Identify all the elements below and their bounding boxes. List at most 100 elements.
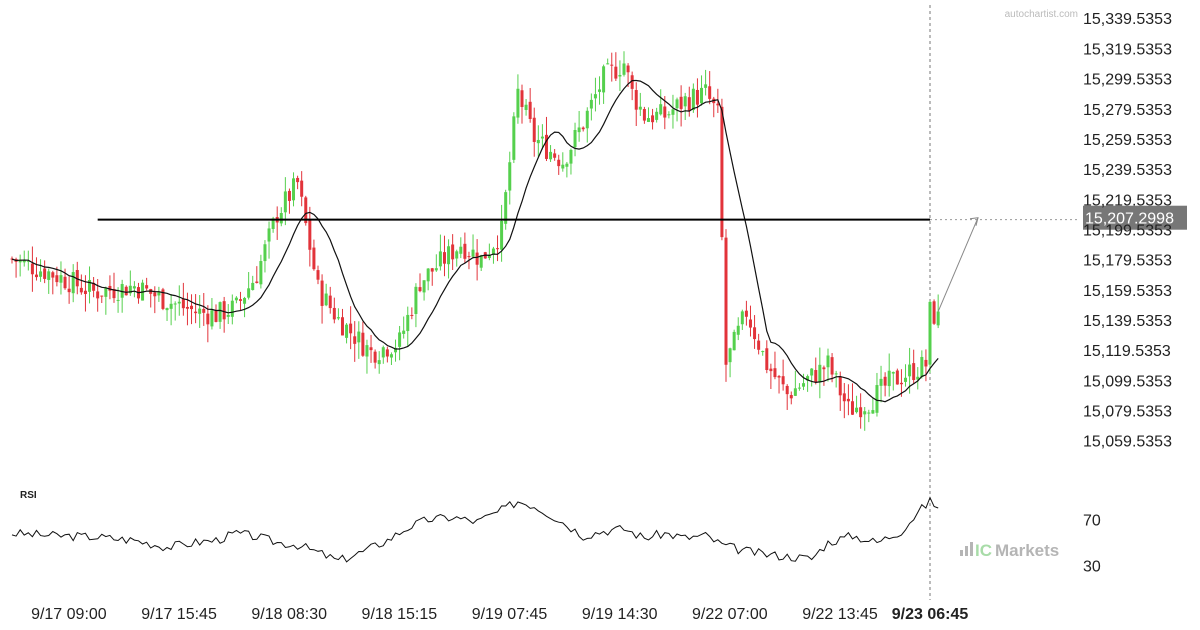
y-tick-label: 15,219.5353 xyxy=(1083,192,1172,209)
candle-body xyxy=(622,63,626,75)
candle-body xyxy=(871,410,875,414)
candle-body xyxy=(226,314,230,317)
candle-body xyxy=(132,286,136,289)
candle-body xyxy=(304,197,308,224)
candle-body xyxy=(312,247,316,270)
candle-body xyxy=(120,283,124,298)
candle-body xyxy=(912,363,916,381)
candle-body xyxy=(67,288,71,293)
candle-body xyxy=(422,280,426,293)
x-axis: 9/17 09:00 9/17 15:45 9/18 08:30 9/18 15:15… xyxy=(31,606,968,623)
rsi-panel: 70 30 xyxy=(11,496,1101,576)
candle-body xyxy=(683,96,687,107)
candle-body xyxy=(51,272,55,278)
candle-body xyxy=(357,331,361,343)
candle-body xyxy=(234,297,238,301)
candle-body xyxy=(267,228,271,242)
candle-body xyxy=(394,347,398,353)
candle-body xyxy=(806,376,810,381)
candle-body xyxy=(161,289,165,309)
candle-body xyxy=(830,357,834,375)
y-tick-label: 15,119.5353 xyxy=(1083,343,1171,360)
candle-body xyxy=(928,301,932,365)
candle-body xyxy=(500,220,504,250)
candle-body xyxy=(606,63,610,65)
candle-body xyxy=(353,336,357,344)
candle-body xyxy=(826,355,830,368)
candle-body xyxy=(369,347,373,351)
candle-body xyxy=(561,164,565,169)
candle-body xyxy=(467,256,471,258)
candle-body xyxy=(426,268,430,282)
candle-body xyxy=(430,268,434,272)
candle-body xyxy=(124,286,128,296)
candle-body xyxy=(438,251,442,267)
candle-body xyxy=(300,180,304,197)
candle-body xyxy=(251,282,255,290)
candle-body xyxy=(479,255,483,268)
candle-body xyxy=(83,290,87,295)
candle-body xyxy=(34,274,38,278)
candle-body xyxy=(263,244,267,262)
candle-body xyxy=(740,311,744,325)
x-tick-label: 9/23 06:45 xyxy=(892,606,969,623)
x-tick-label: 9/18 15:15 xyxy=(362,606,438,623)
rsi-tick-label: 70 xyxy=(1083,513,1101,530)
candle-body xyxy=(30,263,34,275)
candle-body xyxy=(255,281,259,283)
candle-body xyxy=(891,372,895,374)
candle-body xyxy=(691,88,695,111)
candle-body xyxy=(765,348,769,370)
brand-bar-icon xyxy=(965,546,968,556)
candle-body xyxy=(879,378,883,386)
candle-body xyxy=(700,87,704,104)
candle-body xyxy=(769,368,773,372)
candle-body xyxy=(520,90,524,107)
candle-body xyxy=(842,393,846,402)
candle-body xyxy=(781,376,785,385)
candle-body xyxy=(320,280,324,306)
candle-body xyxy=(867,412,871,414)
candle-body xyxy=(75,270,79,287)
candle-body xyxy=(59,275,63,283)
candle-body xyxy=(720,106,724,238)
candle-body xyxy=(687,97,691,111)
candle-body xyxy=(753,327,757,340)
candle-body xyxy=(834,373,838,375)
candle-body xyxy=(487,254,491,259)
candles xyxy=(10,51,940,431)
candle-body xyxy=(198,308,202,314)
candle-body xyxy=(736,325,740,335)
candle-body xyxy=(47,271,51,280)
candle-body xyxy=(100,295,104,297)
candle-body xyxy=(116,299,120,301)
candle-body xyxy=(214,310,218,322)
candle-body xyxy=(328,295,332,309)
candle-body xyxy=(646,118,650,122)
candle-body xyxy=(916,376,920,380)
candle-body xyxy=(863,411,867,415)
x-tick-label: 9/22 13:45 xyxy=(802,606,878,623)
candle-body xyxy=(79,287,83,293)
candle-body xyxy=(512,116,516,160)
candle-body xyxy=(206,313,210,325)
candle-body xyxy=(565,163,569,167)
candle-body xyxy=(748,319,752,328)
candle-body xyxy=(442,252,446,264)
candle-body xyxy=(920,356,924,378)
target-price-label: 15,207.2998 xyxy=(1085,211,1174,228)
candle-body xyxy=(895,370,899,385)
candle-body xyxy=(536,139,540,144)
candle-body xyxy=(177,301,181,304)
candle-body xyxy=(434,268,438,271)
candle-body xyxy=(793,388,797,396)
candle-body xyxy=(279,213,283,224)
candle-body xyxy=(128,285,132,294)
candle-body xyxy=(838,376,842,396)
candle-body xyxy=(883,376,887,386)
candle-body xyxy=(732,331,736,351)
candle-body xyxy=(247,288,251,298)
candle-body xyxy=(671,109,675,115)
candle-body xyxy=(238,299,242,301)
